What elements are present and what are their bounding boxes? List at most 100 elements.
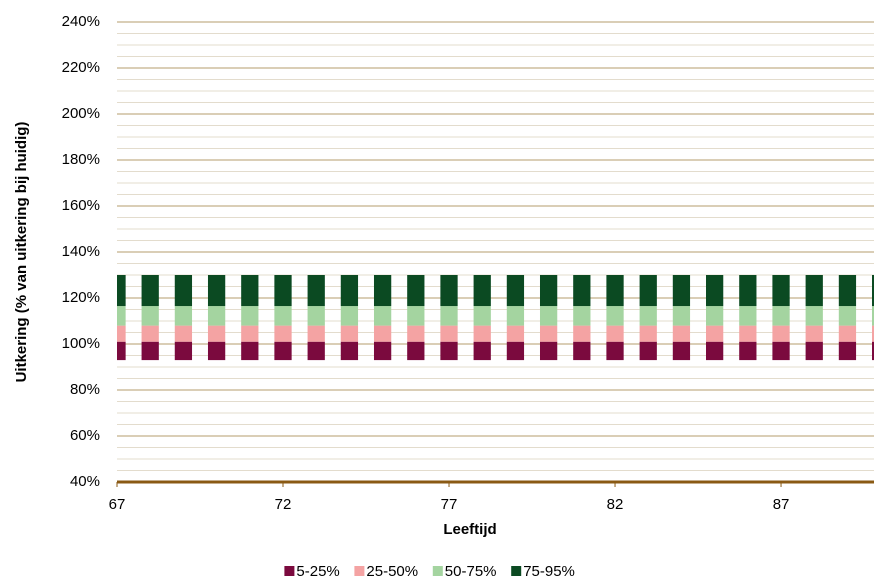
- bar-segment: [573, 325, 591, 342]
- y-tick-label: 140%: [62, 243, 100, 260]
- bar-segment: [705, 306, 724, 326]
- legend-swatch: [511, 566, 522, 576]
- bar-segment: [340, 275, 359, 307]
- x-tick-label: 77: [441, 496, 458, 513]
- y-axis-title: Uitkering (% van uitkering bij huidig): [13, 122, 30, 383]
- bar-segment: [307, 275, 325, 307]
- y-tick-label: 200%: [62, 105, 100, 122]
- bars: [117, 275, 874, 361]
- bar-segment: [274, 275, 292, 307]
- bar-segment: [639, 341, 657, 361]
- bar-segment: [407, 275, 425, 307]
- legend-swatch: [354, 566, 365, 576]
- bar-segment: [672, 306, 691, 326]
- y-tick-label: 100%: [62, 335, 100, 352]
- bar-segment: [440, 275, 458, 307]
- bar-segment: [241, 325, 259, 342]
- bar-segment: [307, 306, 325, 326]
- bar-segment: [440, 341, 458, 361]
- x-tick-label: 72: [275, 496, 292, 513]
- legend-label: 50-75%: [445, 563, 497, 580]
- bar-segment: [407, 325, 425, 342]
- bar-segment: [805, 306, 823, 326]
- y-tick-label: 220%: [62, 59, 100, 76]
- bar-segment: [772, 275, 790, 307]
- bar-segment: [141, 306, 159, 326]
- bar-segment: [473, 341, 491, 361]
- bar-segment: [117, 325, 126, 342]
- bar-segment: [373, 325, 392, 342]
- bar-segment: [539, 275, 558, 307]
- bar-segment: [872, 275, 874, 307]
- legend-label: 25-50%: [366, 563, 418, 580]
- bar-segment: [772, 341, 790, 361]
- bar-segment: [672, 341, 691, 361]
- bar-segment: [473, 325, 491, 342]
- bar-segment: [141, 275, 159, 307]
- x-tick-label: 67: [109, 496, 126, 513]
- bar-segment: [539, 341, 558, 361]
- bar-segment: [506, 341, 525, 361]
- bar-segment: [705, 325, 724, 342]
- bar-segment: [174, 306, 193, 326]
- bar-segment: [872, 306, 874, 326]
- bar-segment: [672, 325, 691, 342]
- bar-segment: [117, 306, 126, 326]
- bar-segment: [117, 341, 126, 361]
- bar-segment: [838, 306, 857, 326]
- bar-segment: [739, 306, 757, 326]
- bar-segment: [705, 341, 724, 361]
- bar-segment: [838, 275, 857, 307]
- bar-segment: [772, 325, 790, 342]
- bar-segment: [805, 341, 823, 361]
- bar-segment: [573, 275, 591, 307]
- bar-segment: [373, 275, 392, 307]
- bar-segment: [407, 341, 425, 361]
- bar-segment: [274, 341, 292, 361]
- y-tick-label: 40%: [70, 473, 100, 490]
- bar-segment: [506, 275, 525, 307]
- bar-segment: [407, 306, 425, 326]
- x-tick-label: 82: [607, 496, 624, 513]
- bar-segment: [174, 325, 193, 342]
- y-tick-label: 180%: [62, 151, 100, 168]
- bar-segment: [639, 275, 657, 307]
- bar-segment: [141, 325, 159, 342]
- bar-segment: [573, 341, 591, 361]
- bar-segment: [307, 325, 325, 342]
- bar-segment: [207, 341, 226, 361]
- x-axis-title: Leeftijd: [443, 521, 496, 538]
- bar-segment: [274, 306, 292, 326]
- bar-segment: [340, 306, 359, 326]
- y-tick-label: 240%: [62, 13, 100, 30]
- bar-segment: [506, 325, 525, 342]
- bar-segment: [539, 325, 558, 342]
- bar-segment: [340, 341, 359, 361]
- bar-segment: [241, 275, 259, 307]
- bar-segment: [373, 306, 392, 326]
- bar-segment: [739, 341, 757, 361]
- y-tick-label: 80%: [70, 381, 100, 398]
- bar-segment: [639, 306, 657, 326]
- bar-segment: [805, 275, 823, 307]
- bar-segment: [241, 306, 259, 326]
- bar-segment: [606, 325, 624, 342]
- bar-segment: [174, 341, 193, 361]
- legend-swatch: [284, 566, 295, 576]
- grid: [117, 21, 874, 483]
- bar-segment: [872, 341, 874, 361]
- legend-label: 5-25%: [296, 563, 339, 580]
- bar-segment: [207, 325, 226, 342]
- bar-segment: [539, 306, 558, 326]
- legend-swatch: [432, 566, 443, 576]
- bar-segment: [838, 325, 857, 342]
- bar-segment: [174, 275, 193, 307]
- bar-segment: [141, 341, 159, 361]
- bar-segment: [573, 306, 591, 326]
- bar-segment: [639, 325, 657, 342]
- y-tick-label: 120%: [62, 289, 100, 306]
- bar-segment: [506, 306, 525, 326]
- bar-segment: [473, 275, 491, 307]
- bar-segment: [606, 306, 624, 326]
